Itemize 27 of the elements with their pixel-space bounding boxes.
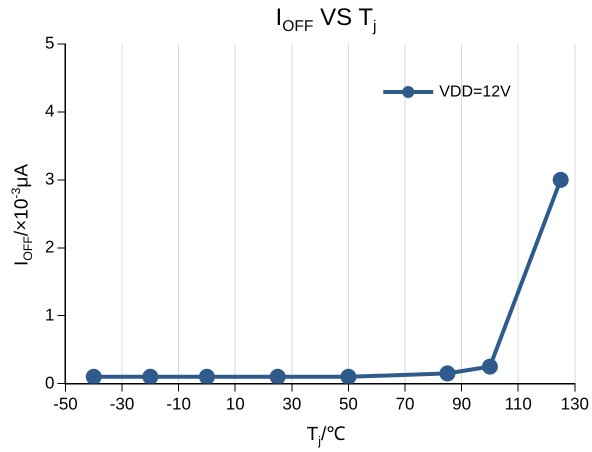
chart-title: I$_{OFF}$ VS T$_{j}$ bbox=[274, 4, 378, 36]
y-tick-label: 3 bbox=[44, 170, 54, 189]
x-tick-label: 90 bbox=[452, 394, 472, 414]
x-tick-label: 130 bbox=[560, 394, 590, 414]
x-axis-title: T$_{j}$/℃ bbox=[306, 423, 346, 448]
x-tick-label: 70 bbox=[396, 394, 414, 414]
x-tick-label: 50 bbox=[338, 394, 358, 414]
x-tick-label: -10 bbox=[166, 394, 191, 414]
y-tick-label: 1 bbox=[44, 305, 54, 324]
x-tick-label: 10 bbox=[226, 394, 245, 414]
y-tick-label: 5 bbox=[44, 34, 54, 53]
y-tick-label: 4 bbox=[44, 102, 54, 121]
point bbox=[198, 368, 215, 384]
y-tick-label: 2 bbox=[44, 237, 54, 256]
point bbox=[439, 365, 456, 382]
y-tick-label: 0 bbox=[44, 373, 54, 392]
point bbox=[86, 368, 102, 384]
point bbox=[270, 368, 286, 384]
x-tick-label: 30 bbox=[282, 394, 302, 414]
x-tick-label: -30 bbox=[110, 394, 134, 414]
point bbox=[482, 358, 498, 375]
point bbox=[142, 368, 158, 384]
x-tick-label: -50 bbox=[53, 394, 78, 414]
x-tick-label: 110 bbox=[504, 394, 532, 414]
point bbox=[552, 172, 569, 188]
point bbox=[340, 368, 356, 384]
legend-label: VDD=12V bbox=[439, 83, 512, 100]
